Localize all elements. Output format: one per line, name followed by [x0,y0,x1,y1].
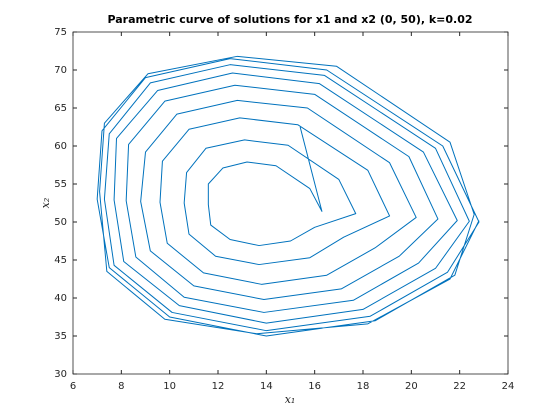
x-axis-label: x₁ [285,393,296,406]
x-tick-label: 14 [260,381,273,392]
x-tick-label: 12 [212,381,225,392]
x-tick-label: 8 [118,381,124,392]
x-tick-label: 10 [163,381,176,392]
x-tick-label: 20 [405,381,418,392]
curve [96,55,480,337]
chart-title: Parametric curve of solutions for x1 and… [107,13,472,26]
axes-box [72,31,509,375]
y-tick-label: 30 [54,369,67,380]
y-tick-label: 50 [54,217,67,228]
x-tick-label: 6 [70,381,76,392]
y-tick-label: 55 [54,179,67,190]
y-tick-label: 40 [54,293,67,304]
x-tick-label: 18 [357,381,370,392]
y-tick-label: 45 [54,255,67,266]
x-tick-label: 16 [308,381,321,392]
x-tick-label: 22 [453,381,466,392]
x-tick-label: 24 [502,381,515,392]
y-axis-label: x₂ [39,198,52,209]
y-tick-label: 60 [54,141,67,152]
y-tick-label: 70 [54,65,67,76]
y-tick-label: 75 [54,27,67,38]
y-tick-label: 35 [54,331,67,342]
y-tick-label: 65 [54,103,67,114]
